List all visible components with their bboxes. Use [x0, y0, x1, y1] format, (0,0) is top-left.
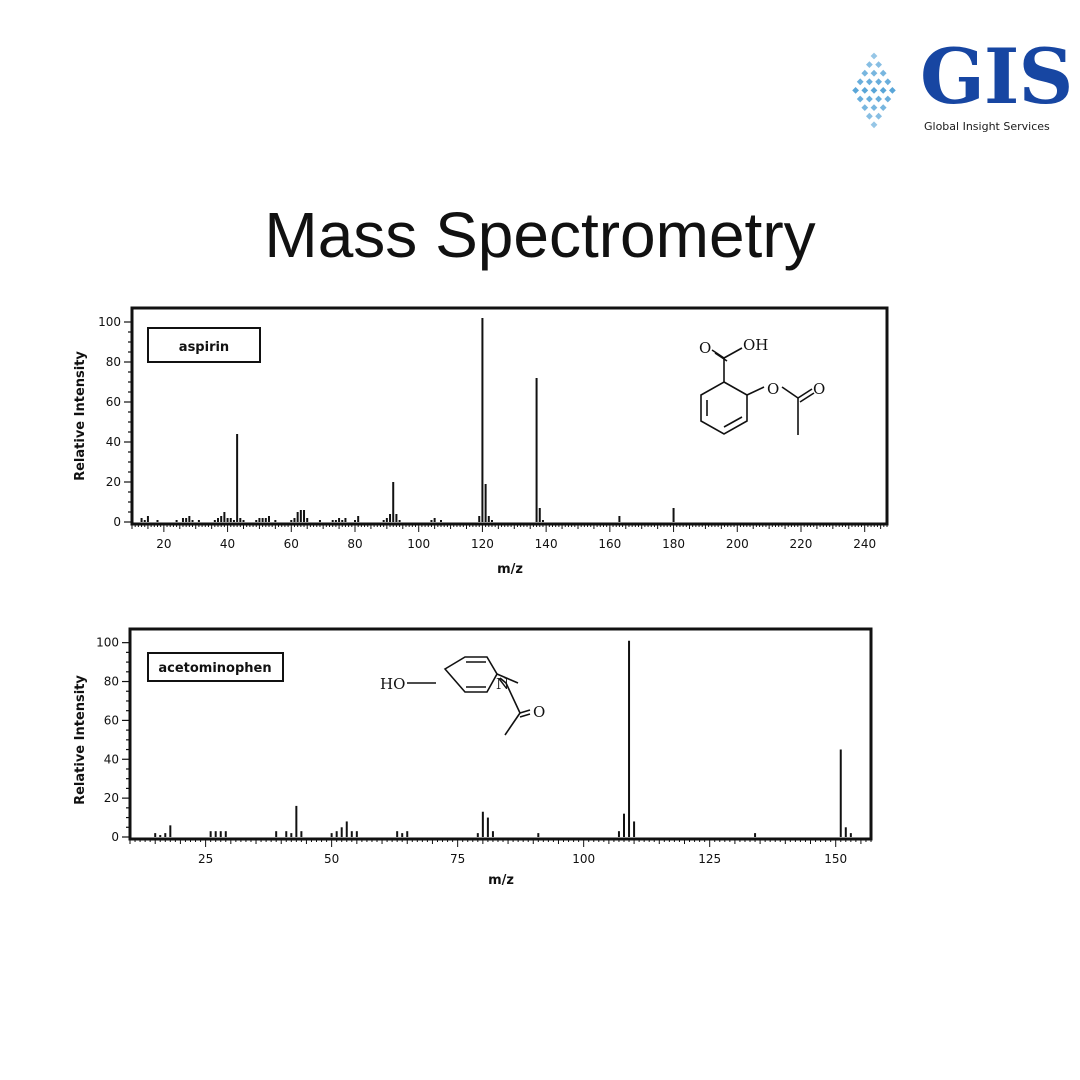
molecule-atom-label: HO	[380, 675, 405, 693]
x-tick-label: 75	[450, 852, 465, 866]
logo-dot	[875, 61, 882, 68]
y-axis-label: Relative Intensity	[73, 675, 88, 805]
x-tick-label: 220	[790, 537, 813, 551]
chart-label-box	[147, 652, 284, 682]
logo-dot	[879, 69, 887, 77]
x-tick-label: 140	[535, 537, 558, 551]
x-tick-label: 180	[662, 537, 685, 551]
chart-label: acetominophen	[158, 661, 271, 676]
logo-wordmark: GIS	[920, 32, 1073, 121]
molecule-atom-label: O	[813, 380, 825, 398]
x-axis-label: m/z	[497, 562, 523, 577]
logo-dot	[889, 87, 896, 94]
logo-dot	[861, 87, 869, 94]
logo-dot	[870, 104, 878, 111]
y-tick-label: 60	[104, 713, 119, 727]
y-tick-label: 80	[104, 675, 119, 689]
logo-dot	[870, 87, 878, 94]
x-axis-label: m/z	[488, 873, 514, 888]
y-tick-label: 0	[113, 515, 121, 529]
molecule-atom-label: N	[496, 675, 509, 693]
logo-dot	[879, 87, 887, 94]
logo-dot	[879, 104, 887, 111]
x-tick-label: 200	[726, 537, 749, 551]
y-tick-label: 20	[106, 475, 121, 489]
aspirin-structure	[700, 347, 815, 435]
molecule-atom-label: O	[767, 380, 779, 398]
molecule-atom-label: OH	[743, 336, 768, 354]
y-tick-label: 40	[104, 752, 119, 766]
y-tick-label: 80	[106, 355, 121, 369]
x-tick-label: 240	[853, 537, 876, 551]
x-tick-label: 120	[471, 537, 494, 551]
logo-dot	[870, 52, 878, 60]
x-tick-label: 40	[220, 537, 235, 551]
x-tick-label: 125	[698, 852, 721, 866]
x-tick-label: 80	[347, 537, 362, 551]
x-tick-label: 150	[824, 852, 847, 866]
logo-dot	[870, 121, 878, 129]
y-axis-label: Relative Intensity	[73, 351, 88, 481]
slide-title: Mass Spectrometry	[264, 199, 816, 271]
logo-dot	[856, 95, 864, 103]
x-tick-label: 100	[407, 537, 430, 551]
molecule-atom-label: O	[533, 703, 545, 721]
y-tick-label: 60	[106, 395, 121, 409]
logo-tagline: Global Insight Services	[924, 120, 1050, 133]
aspirin-mass-spectrum: 20 40 60 80 100 120 140 160 180 200 220 240 0 20 40 60…	[73, 306, 889, 577]
y-tick-label: 100	[98, 315, 121, 329]
logo-dot	[861, 104, 869, 111]
diamond-grid-icon	[852, 52, 896, 129]
logo-dot	[852, 87, 859, 94]
x-tick-label: 20	[156, 537, 171, 551]
logo-dot	[866, 78, 873, 86]
x-tick-label: 50	[324, 852, 339, 866]
acetominophen-structure	[407, 656, 531, 736]
logo-dot	[875, 95, 882, 103]
y-tick-label: 0	[111, 830, 119, 844]
y-tick-label: 40	[106, 435, 121, 449]
x-tick-label: 100	[572, 852, 595, 866]
x-tick-label: 25	[198, 852, 213, 866]
logo-dot	[875, 78, 882, 86]
y-tick-label: 100	[96, 636, 119, 650]
gis-logo: GIS Global Insight Services	[832, 32, 1073, 140]
logo-dot	[866, 95, 873, 103]
acetominophen-mass-spectrum: 25 50 75 100 125 150 0 20 40 60 80 100 acetominoph…	[73, 627, 873, 888]
plot-frame	[130, 306, 889, 526]
logo-dot	[884, 78, 892, 86]
logo-dot	[866, 112, 873, 120]
logo-dot	[861, 69, 869, 77]
logo-dot	[870, 69, 878, 77]
logo-dot	[884, 95, 892, 103]
plot-frame	[128, 627, 873, 841]
chart-label-box	[147, 327, 261, 363]
y-tick-label: 20	[104, 791, 119, 805]
molecule-atom-label: O	[699, 339, 711, 357]
x-tick-label: 160	[598, 537, 621, 551]
logo-dot	[856, 78, 864, 86]
logo-dot	[875, 112, 882, 120]
x-tick-label: 60	[284, 537, 299, 551]
logo-dot	[866, 61, 873, 68]
chart-label: aspirin	[179, 340, 229, 355]
